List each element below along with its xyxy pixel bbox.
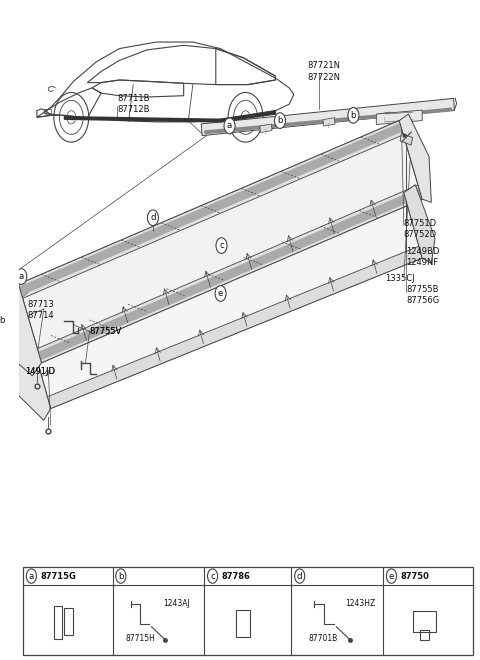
Polygon shape [404,185,435,263]
Polygon shape [37,185,422,363]
Polygon shape [204,108,452,135]
Text: a: a [227,121,232,130]
Circle shape [215,286,226,302]
Text: 87755V: 87755V [90,327,122,337]
Text: 1335CJ: 1335CJ [385,275,415,283]
Text: 1249BD
1249NF: 1249BD 1249NF [406,247,440,267]
Polygon shape [38,188,421,360]
Bar [413,611,436,632]
Circle shape [147,210,158,226]
Text: 1491JD: 1491JD [25,367,55,376]
Text: b: b [0,315,5,325]
Polygon shape [19,343,51,420]
Polygon shape [48,246,422,409]
Text: 87755B
87756G: 87755B 87756G [406,285,439,306]
Text: d: d [150,213,156,222]
Text: 87715G: 87715G [41,572,76,581]
Polygon shape [379,112,391,121]
Polygon shape [64,111,276,122]
Text: 87750: 87750 [401,572,430,581]
Text: b: b [118,572,123,581]
Text: e: e [218,289,223,298]
Text: 1243AJ: 1243AJ [163,599,190,608]
Text: 87711B
87712B: 87711B 87712B [117,94,150,114]
Circle shape [16,269,27,284]
Bar [420,630,429,640]
Polygon shape [0,284,41,376]
Polygon shape [399,114,432,203]
Polygon shape [19,121,403,298]
Bar [237,610,250,637]
Polygon shape [32,193,408,356]
Bar [54,606,62,639]
Circle shape [348,108,359,123]
Polygon shape [260,124,272,133]
Text: e: e [389,572,394,581]
Text: b: b [350,111,356,120]
Text: 87751D
87752D: 87751D 87752D [404,218,437,239]
Bar [64,609,72,635]
Text: 87755V: 87755V [90,327,122,337]
Circle shape [207,569,217,583]
Circle shape [116,569,126,583]
Text: c: c [219,241,224,250]
Text: 87721N
87722N: 87721N 87722N [308,61,340,82]
Circle shape [224,118,235,134]
Text: c: c [210,572,215,581]
Circle shape [275,113,286,129]
Circle shape [0,312,8,328]
Circle shape [216,238,227,253]
Text: 87701B: 87701B [309,634,338,644]
Text: 87715H: 87715H [125,634,155,644]
Polygon shape [376,110,422,125]
Text: 87713
87714: 87713 87714 [28,300,54,320]
Polygon shape [33,195,407,354]
Polygon shape [19,123,402,295]
Text: 87786: 87786 [222,572,251,581]
Circle shape [386,569,396,583]
Text: d: d [297,572,302,581]
Circle shape [26,569,36,583]
Text: 1491JD: 1491JD [25,367,55,376]
Text: a: a [29,572,34,581]
Circle shape [295,569,305,583]
Polygon shape [202,98,454,136]
Text: 1243HZ: 1243HZ [345,599,375,608]
Text: b: b [277,116,283,125]
Bar [23,567,473,655]
Polygon shape [32,193,422,409]
Polygon shape [323,117,335,126]
Text: a: a [19,272,24,281]
Bar [400,133,413,145]
Polygon shape [19,121,422,363]
